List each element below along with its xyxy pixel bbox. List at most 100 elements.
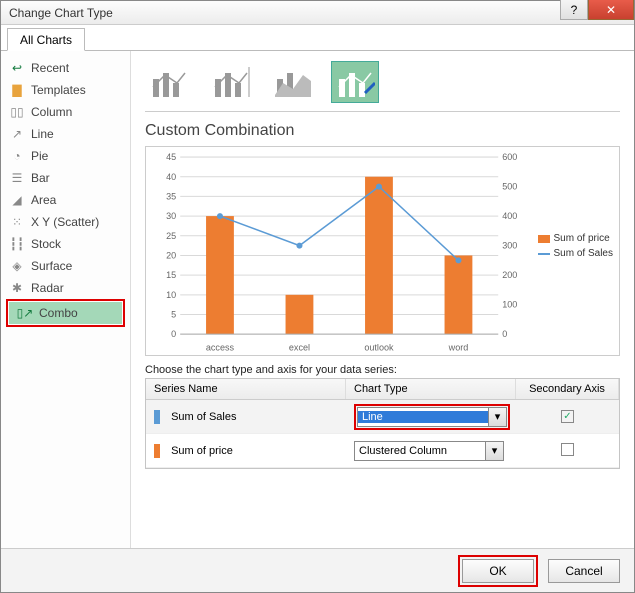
templates-icon: ▇: [9, 82, 25, 98]
series-swatch: [154, 444, 160, 458]
series-name: Sum of Sales: [171, 410, 236, 422]
surface-icon: ◈: [9, 258, 25, 274]
ok-button-highlight: OK: [458, 555, 538, 587]
tabstrip: All Charts: [1, 25, 634, 51]
sidebar-item-label: Recent: [31, 61, 69, 75]
col-chart-type: Chart Type: [346, 379, 516, 399]
series-swatch: [154, 410, 160, 424]
svg-text:400: 400: [502, 211, 517, 221]
svg-text:0: 0: [502, 329, 507, 339]
help-button[interactable]: ?: [560, 0, 588, 20]
cancel-button[interactable]: Cancel: [548, 559, 620, 583]
combo-subtype-thumbs: [145, 61, 620, 112]
secondary-axis-checkbox[interactable]: ✓: [561, 410, 574, 423]
stock-icon: ┇┇: [9, 236, 25, 252]
sidebar-item-label: Area: [31, 193, 56, 207]
sidebar-item-label: Radar: [31, 281, 64, 295]
combo-icon: ▯↗: [17, 305, 33, 321]
sidebar-item-recent[interactable]: ↩ Recent: [1, 57, 130, 79]
svg-text:excel: excel: [289, 342, 310, 352]
svg-text:200: 200: [502, 270, 517, 280]
svg-text:25: 25: [166, 231, 176, 241]
close-button[interactable]: ✕: [588, 0, 634, 20]
sidebar-item-column[interactable]: ▯▯ Column: [1, 101, 130, 123]
svg-text:500: 500: [502, 182, 517, 192]
svg-text:300: 300: [502, 241, 517, 251]
col-series-name: Series Name: [146, 379, 346, 399]
series-row: Sum of Sales Line ▾ ✓: [146, 400, 619, 434]
section-title: Custom Combination: [145, 122, 620, 140]
recent-icon: ↩: [9, 60, 25, 76]
svg-text:40: 40: [166, 172, 176, 182]
combo-thumb-4[interactable]: [331, 61, 379, 103]
svg-text:outlook: outlook: [364, 342, 394, 352]
dropdown-icon: ▾: [488, 408, 506, 426]
svg-text:35: 35: [166, 191, 176, 201]
col-secondary-axis: Secondary Axis: [516, 379, 619, 399]
series-row: Sum of price Clustered Column ▾: [146, 434, 619, 468]
chart-type-sidebar: ↩ Recent ▇ Templates ▯▯ Column ↗ Line ◔ …: [1, 51, 131, 548]
series-table-header: Series Name Chart Type Secondary Axis: [146, 379, 619, 400]
sidebar-item-combo-highlight: ▯↗ Combo: [6, 299, 125, 327]
sidebar-item-label: Line: [31, 127, 54, 141]
pie-icon: ◔: [9, 148, 25, 164]
combo-thumb-3[interactable]: [269, 61, 317, 103]
sidebar-item-area[interactable]: ◢ Area: [1, 189, 130, 211]
svg-text:0: 0: [171, 329, 176, 339]
svg-text:word: word: [448, 342, 469, 352]
sidebar-item-label: Surface: [31, 259, 72, 273]
change-chart-type-dialog: Change Chart Type ? ✕ All Charts ↩ Recen…: [0, 0, 635, 593]
chart-type-select[interactable]: Line ▾: [357, 407, 507, 427]
svg-text:15: 15: [166, 270, 176, 280]
main-panel: Custom Combination 0 5 10 15 20 25 30 35 40 45 0 10…: [131, 51, 634, 548]
column-icon: ▯▯: [9, 104, 25, 120]
series-caption: Choose the chart type and axis for your …: [145, 364, 620, 376]
svg-text:30: 30: [166, 211, 176, 221]
sidebar-item-combo[interactable]: ▯↗ Combo: [9, 302, 122, 324]
window-controls: ? ✕: [560, 0, 634, 20]
dropdown-icon: ▾: [485, 442, 503, 460]
tab-all-charts[interactable]: All Charts: [7, 28, 85, 51]
sidebar-item-label: Combo: [39, 306, 78, 320]
svg-text:10: 10: [166, 290, 176, 300]
sidebar-item-label: X Y (Scatter): [31, 215, 99, 229]
svg-text:access: access: [206, 342, 235, 352]
scatter-icon: ⁙: [9, 214, 25, 230]
legend-item: Sum of Sales: [538, 248, 613, 259]
sidebar-item-surface[interactable]: ◈ Surface: [1, 255, 130, 277]
sidebar-item-pie[interactable]: ◔ Pie: [1, 145, 130, 167]
secondary-axis-checkbox[interactable]: [561, 443, 574, 456]
svg-text:600: 600: [502, 152, 517, 162]
sidebar-item-label: Templates: [31, 83, 86, 97]
window-title: Change Chart Type: [9, 6, 113, 20]
bar-icon: ☰: [9, 170, 25, 186]
svg-text:5: 5: [171, 310, 176, 320]
titlebar: Change Chart Type ? ✕: [1, 1, 634, 25]
sidebar-item-bar[interactable]: ☰ Bar: [1, 167, 130, 189]
sidebar-item-stock[interactable]: ┇┇ Stock: [1, 233, 130, 255]
sidebar-item-line[interactable]: ↗ Line: [1, 123, 130, 145]
sidebar-item-label: Stock: [31, 237, 61, 251]
sidebar-item-templates[interactable]: ▇ Templates: [1, 79, 130, 101]
combo-thumb-2[interactable]: [207, 61, 255, 103]
area-icon: ◢: [9, 192, 25, 208]
sidebar-item-label: Pie: [31, 149, 48, 163]
sidebar-item-radar[interactable]: ✱ Radar: [1, 277, 130, 299]
dialog-footer: OK Cancel: [1, 548, 634, 592]
sidebar-item-label: Column: [31, 105, 72, 119]
series-table: Series Name Chart Type Secondary Axis Su…: [145, 378, 620, 469]
combo-thumb-1[interactable]: [145, 61, 193, 103]
preview-chart: 0 5 10 15 20 25 30 35 40 45 0 100 200 300 400 500 600 acc…: [145, 146, 620, 356]
svg-text:100: 100: [502, 300, 517, 310]
sidebar-item-scatter[interactable]: ⁙ X Y (Scatter): [1, 211, 130, 233]
legend-item: Sum of price: [538, 233, 613, 244]
chart-type-highlight: Line ▾: [354, 404, 510, 430]
ok-button[interactable]: OK: [462, 559, 534, 583]
radar-icon: ✱: [9, 280, 25, 296]
svg-text:45: 45: [166, 152, 176, 162]
sidebar-item-label: Bar: [31, 171, 50, 185]
chart-legend: Sum of price Sum of Sales: [538, 233, 613, 263]
svg-text:20: 20: [166, 250, 176, 260]
series-name: Sum of price: [171, 444, 233, 456]
chart-type-select[interactable]: Clustered Column ▾: [354, 441, 504, 461]
